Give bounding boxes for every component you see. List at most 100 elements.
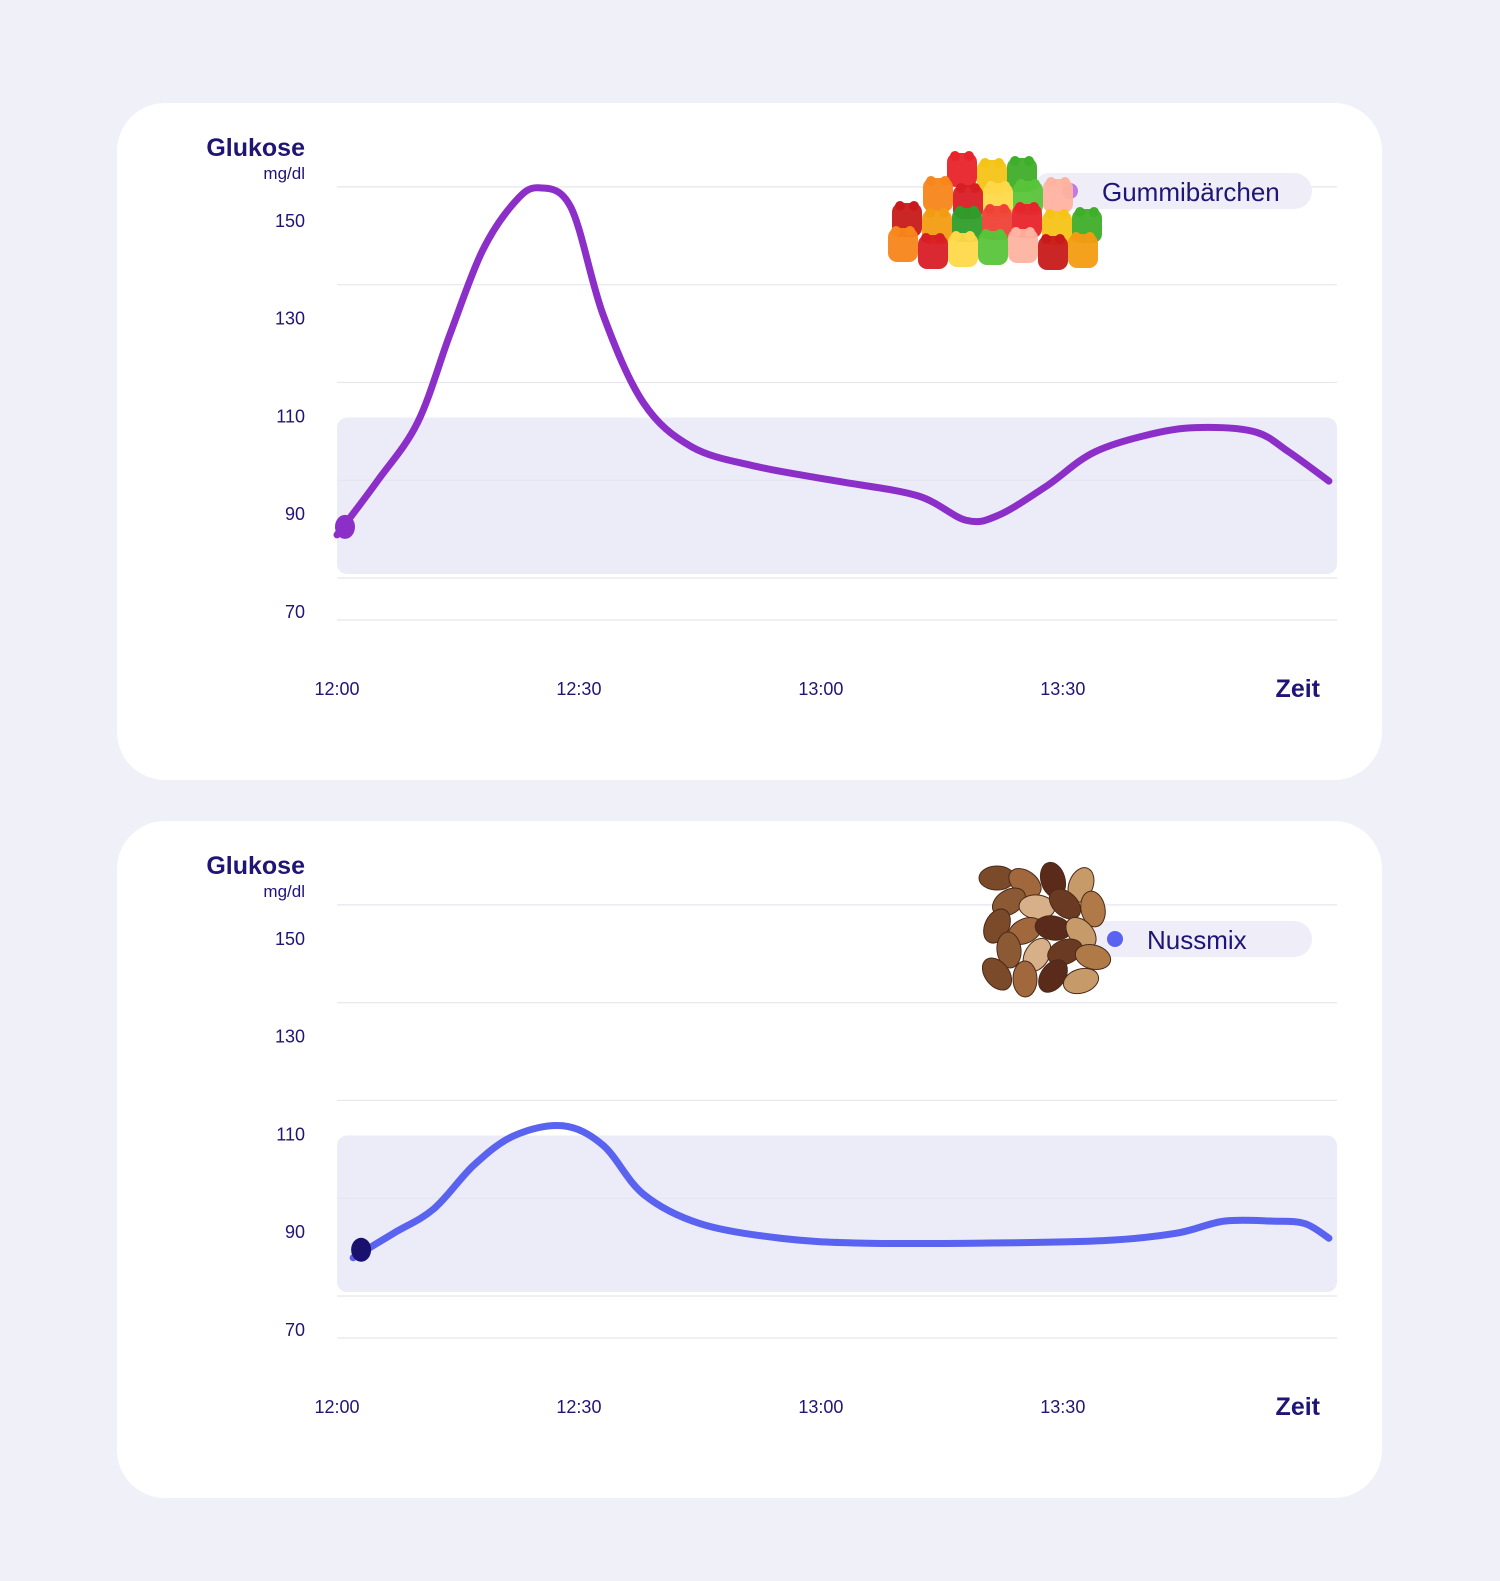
- x-tick-label: 12:30: [556, 679, 601, 699]
- y-tick-label: 130: [275, 309, 305, 329]
- y-tick-label: 150: [275, 929, 305, 949]
- gummy-bear-ear: [1029, 202, 1039, 212]
- gummy-bear-ear: [964, 151, 974, 161]
- gummy-bear-ear: [1055, 234, 1065, 244]
- gummy-bear-ear: [951, 231, 961, 241]
- gummy-bear-shape: [978, 231, 1008, 265]
- gummy-bear-ear: [1030, 179, 1040, 189]
- nut-shape: [1080, 890, 1106, 928]
- gummy-bear-ear: [1089, 207, 1099, 217]
- gummy-bear-ear: [905, 226, 915, 236]
- legend-label: Nussmix: [1147, 925, 1247, 955]
- gummy-bear-shape: [1008, 229, 1038, 263]
- gummy-bear-ear: [981, 229, 991, 239]
- gummy-bear-ear: [1085, 232, 1095, 242]
- gummy-bear-ear: [909, 201, 919, 211]
- gummy-bear-ear: [1011, 227, 1021, 237]
- start-marker: [335, 514, 355, 539]
- gummy-bear-ear: [1071, 232, 1081, 242]
- gummy-bear-ear: [1024, 156, 1034, 166]
- gummy-bear-ear: [895, 201, 905, 211]
- y-tick-label: 130: [275, 1027, 305, 1047]
- x-axis-title: Zeit: [1276, 675, 1321, 703]
- gummy-bear-ear: [1025, 227, 1035, 237]
- gummy-bear-ear: [940, 176, 950, 186]
- gummy-bear-ear: [1041, 234, 1051, 244]
- gummy-bear-shape: [1043, 179, 1073, 213]
- y-tick-label: 110: [276, 406, 305, 426]
- gummy-bear-ear: [1059, 209, 1069, 219]
- x-tick-label: 13:00: [798, 1397, 843, 1417]
- gummy-bear-shape: [1068, 234, 1098, 268]
- gummy-bear-ear: [965, 231, 975, 241]
- nut-shape: [1012, 960, 1038, 998]
- x-tick-label: 13:00: [798, 679, 843, 699]
- nut-mix-icon: [978, 861, 1112, 998]
- normal-range-band: [337, 1135, 1337, 1292]
- y-axis-unit: mg/dl: [263, 882, 305, 901]
- x-axis-title: Zeit: [1276, 1393, 1321, 1421]
- gummy-bear-ear: [926, 176, 936, 186]
- gummy-bear-shape: [947, 153, 977, 187]
- gummy-bear-ear: [1000, 181, 1010, 191]
- gummy-bear-ear: [1010, 156, 1020, 166]
- y-tick-label: 110: [276, 1124, 305, 1144]
- gummy-bears-icon: [888, 151, 1102, 270]
- gummy-bears-chart-card: 150 130 110 90 70 Glukose mg/dl 12:00 12:30 13:00…: [117, 103, 1382, 780]
- nut-shape: [1048, 888, 1082, 920]
- y-axis-title: Glukose: [206, 134, 305, 162]
- nut-shape: [1062, 967, 1100, 995]
- nut-shape: [996, 931, 1022, 969]
- legend-pill: [1077, 921, 1312, 957]
- gummy-bear-ear: [980, 158, 990, 168]
- gummy-bear-ear: [1016, 179, 1026, 189]
- gummy-bear-ear: [1045, 209, 1055, 219]
- x-tick-label: 12:00: [314, 1397, 359, 1417]
- gummy-bear-ear: [956, 183, 966, 193]
- gummy-bear-ear: [955, 206, 965, 216]
- gummy-bear-ear: [935, 233, 945, 243]
- gummy-bear-ear: [1046, 177, 1056, 187]
- gummy-bear-shape: [888, 228, 918, 262]
- y-tick-label: 90: [285, 504, 305, 524]
- legend-pill: [1032, 173, 1312, 209]
- gummy-bear-ear: [1015, 202, 1025, 212]
- gummy-bear-shape: [923, 178, 953, 212]
- nut-shape: [1038, 959, 1068, 993]
- y-axis-title: Glukose: [206, 852, 305, 880]
- nut-shape: [1047, 938, 1083, 966]
- gummy-bear-ear: [1075, 207, 1085, 217]
- gummy-bear-ear: [925, 208, 935, 218]
- gummy-bear-ear: [891, 226, 901, 236]
- y-tick-label: 90: [285, 1222, 305, 1242]
- gummy-bear-ear: [985, 204, 995, 214]
- gummy-bear-ear: [969, 206, 979, 216]
- y-tick-label: 70: [285, 602, 305, 622]
- x-tick-label: 12:00: [314, 679, 359, 699]
- y-axis-unit: mg/dl: [263, 164, 305, 183]
- x-tick-label: 13:30: [1040, 679, 1085, 699]
- nut-shape: [981, 957, 1013, 991]
- nut-mix-chart: 150 130 110 90 70 Glukose mg/dl 12:00 12:30 13:00…: [206, 852, 1337, 1421]
- y-tick-label: 70: [285, 1320, 305, 1340]
- legend: Gummibärchen: [1032, 173, 1312, 209]
- legend-label: Gummibärchen: [1102, 177, 1280, 207]
- gummy-bear-shape: [948, 233, 978, 267]
- gummy-bear-ear: [1060, 177, 1070, 187]
- gummy-bear-ear: [970, 183, 980, 193]
- gummy-bear-ear: [986, 181, 996, 191]
- nut-mix-chart-card: 150 130 110 90 70 Glukose mg/dl 12:00 12:30 13:00…: [117, 821, 1382, 1498]
- gummy-bear-shape: [918, 235, 948, 269]
- x-tick-label: 12:30: [556, 1397, 601, 1417]
- gummy-bear-ear: [995, 229, 1005, 239]
- gummy-bear-ear: [999, 204, 1009, 214]
- legend: Nussmix: [1077, 921, 1312, 957]
- y-tick-label: 150: [275, 211, 305, 231]
- normal-range-band: [337, 417, 1337, 574]
- gummy-bear-shape: [1038, 236, 1068, 270]
- start-marker: [351, 1237, 372, 1262]
- gummy-bear-ear: [921, 233, 931, 243]
- gummy-bear-ear: [994, 158, 1004, 168]
- glucose-line: [333, 184, 1333, 539]
- gummy-bear-ear: [950, 151, 960, 161]
